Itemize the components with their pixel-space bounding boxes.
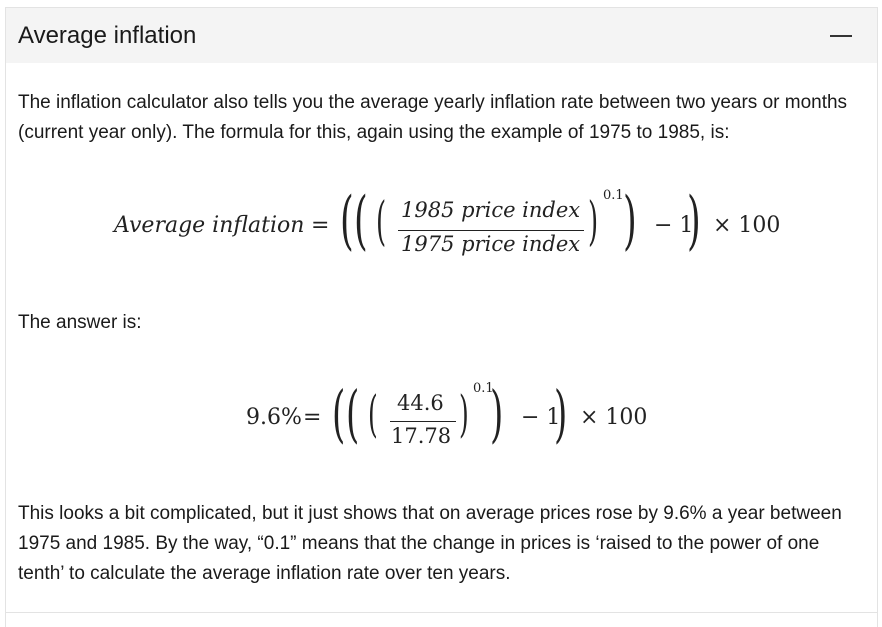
intro-paragraph: The inflation calculator also tells you … bbox=[18, 92, 848, 143]
formula1-paren-open-outer: ( bbox=[340, 184, 354, 258]
formula1-paren-close-outer: ) bbox=[687, 184, 701, 258]
average-inflation-panel: Average inflation The inflation calculat… bbox=[5, 7, 878, 627]
formula1-paren-open-middle: ( bbox=[354, 184, 368, 258]
panel-header[interactable]: Average inflation bbox=[6, 8, 877, 63]
panel-title: Average inflation bbox=[18, 21, 197, 49]
explanation-paragraph: This looks a bit complicated, but it jus… bbox=[18, 503, 842, 584]
formula2-equals: = bbox=[303, 405, 322, 430]
formula1-fraction-line bbox=[398, 230, 584, 231]
collapse-button[interactable] bbox=[829, 24, 853, 48]
formula2-paren-close-outer: ) bbox=[554, 377, 568, 450]
formula1-lhs: Average inflation bbox=[114, 213, 305, 238]
formula2-exponent: 0.1 bbox=[473, 381, 494, 396]
formula2-paren-open-inner: ( bbox=[368, 385, 378, 443]
formula2-minus-one: − 1 bbox=[521, 405, 561, 430]
formula2-denominator: 17.78 bbox=[391, 424, 452, 448]
formula2-numerator: 44.6 bbox=[397, 391, 444, 415]
formula1-minus-one: − 1 bbox=[654, 213, 694, 238]
formula2-paren-open-middle: ( bbox=[346, 377, 360, 450]
formula1-equals: = bbox=[311, 213, 330, 238]
average-inflation-formula: Average inflation = ( ( ( 1985 price ind… bbox=[6, 178, 879, 288]
answer-label: The answer is: bbox=[18, 312, 142, 333]
formula2-paren-close-inner: ) bbox=[459, 385, 469, 443]
formula1-paren-close-middle: ) bbox=[623, 184, 637, 258]
formula1-paren-open-inner: ( bbox=[376, 192, 387, 252]
formula2-lhs: 9.6% bbox=[246, 405, 302, 430]
formula1-paren-close-inner: ) bbox=[588, 192, 599, 252]
formula1-numerator: 1985 price index bbox=[401, 198, 581, 222]
answer-formula: 9.6% = ( ( ( 44.6 17.78 ) 0.1 ) − 1 ) × … bbox=[6, 373, 879, 473]
formula1-denominator: 1975 price index bbox=[401, 232, 581, 256]
formula1-exponent: 0.1 bbox=[603, 188, 624, 203]
formula2-times-100: × 100 bbox=[580, 405, 648, 430]
formula2-paren-open-outer: ( bbox=[332, 377, 346, 450]
minus-icon bbox=[830, 34, 852, 37]
formula2-paren-close-middle: ) bbox=[490, 377, 504, 450]
bottom-divider bbox=[5, 612, 878, 613]
formula1-times-100: × 100 bbox=[713, 213, 781, 238]
formula2-fraction-line bbox=[390, 421, 456, 422]
